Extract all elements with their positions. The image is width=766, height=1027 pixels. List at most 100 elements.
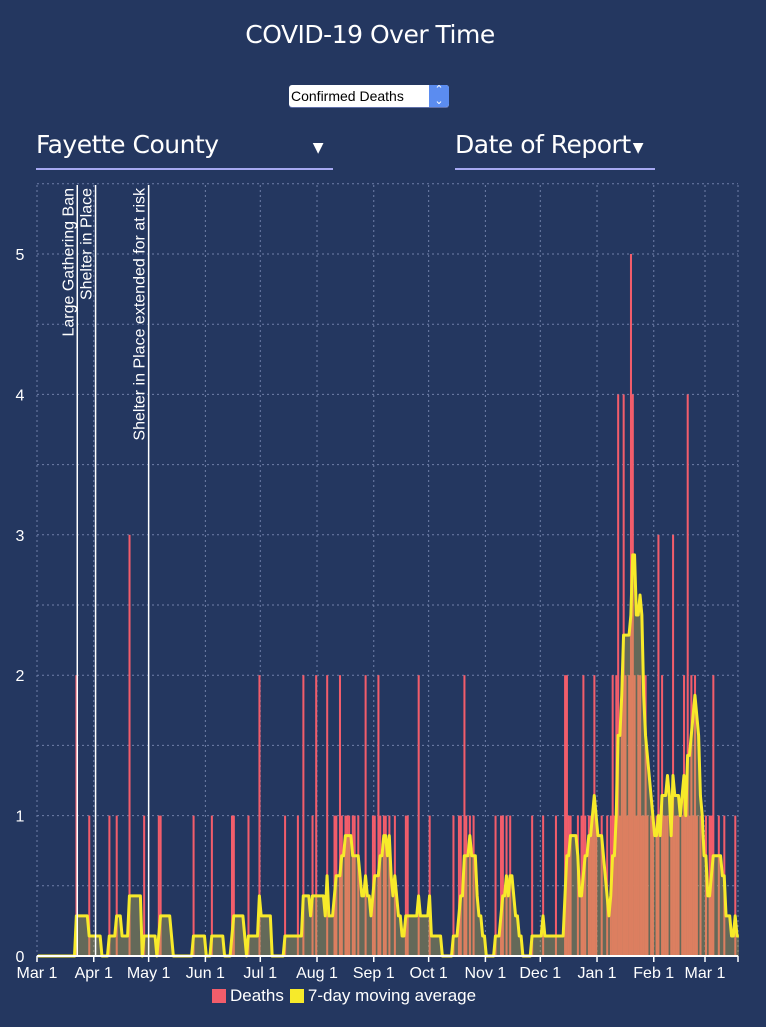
deaths-bar xyxy=(192,815,195,956)
deaths-bar xyxy=(353,815,356,956)
deaths-bar xyxy=(115,815,118,956)
deaths-bar xyxy=(626,815,629,956)
deaths-bar xyxy=(494,815,497,956)
deaths-bar xyxy=(388,815,391,956)
deaths-bar xyxy=(646,815,649,956)
deaths-bar xyxy=(670,815,673,956)
deaths-bar xyxy=(644,675,647,956)
deaths-bar xyxy=(637,675,640,956)
deaths-bar xyxy=(593,675,596,956)
deaths-bar xyxy=(210,815,213,956)
x-tick-label: Jun 1 xyxy=(186,965,225,982)
deaths-bar xyxy=(662,815,665,956)
deaths-bar xyxy=(302,675,305,956)
deaths-bar xyxy=(564,675,567,956)
y-tick-label: 1 xyxy=(16,809,25,826)
x-tick-label: Jul 1 xyxy=(243,965,277,982)
deaths-bar xyxy=(344,815,347,956)
deaths-bar xyxy=(340,815,343,956)
deaths-bar xyxy=(565,675,568,956)
deaths-bar xyxy=(357,815,360,956)
deaths-bar xyxy=(628,675,631,956)
x-tick-label: Feb 1 xyxy=(633,965,674,982)
deaths-bar xyxy=(686,394,689,956)
deaths-bar xyxy=(88,815,91,956)
deaths-bar xyxy=(75,675,78,956)
y-tick-label: 5 xyxy=(16,247,25,264)
deaths-bar xyxy=(624,675,627,956)
county-dropdown-value: Fayette County xyxy=(36,130,219,159)
deaths-bar xyxy=(230,815,234,956)
y-tick-label: 2 xyxy=(16,668,25,685)
legend-label-average: 7-day moving average xyxy=(307,986,477,1005)
x-tick-label: Aug 1 xyxy=(296,965,338,982)
deaths-bar xyxy=(591,815,594,956)
moving-average xyxy=(37,553,739,958)
deaths-bar xyxy=(247,815,250,956)
deaths-bar xyxy=(501,815,504,956)
deaths-bar xyxy=(642,815,645,956)
x-tick-label: May 1 xyxy=(127,965,171,982)
up-down-stepper-icon[interactable]: ⌃ ⌄ xyxy=(429,85,449,107)
deaths-bar xyxy=(417,675,420,956)
deaths-bar xyxy=(617,394,620,956)
deaths-bar xyxy=(655,815,658,956)
deaths-bar xyxy=(620,675,623,956)
county-dropdown[interactable]: Fayette County ▼ xyxy=(36,130,333,170)
deaths-bar xyxy=(143,815,146,956)
deaths-bar xyxy=(651,815,654,956)
date-type-dropdown-value: Date of Report xyxy=(455,130,631,159)
deaths-bar xyxy=(567,815,570,956)
deaths-bar xyxy=(587,815,590,956)
deaths-bar xyxy=(631,394,634,956)
caret-down-icon: ▼ xyxy=(312,140,324,156)
deaths-bar xyxy=(664,815,667,956)
deaths-bar xyxy=(382,815,385,956)
x-tick-label: Oct 1 xyxy=(410,965,448,982)
date-type-dropdown[interactable]: Date of Report ▼ xyxy=(455,130,655,170)
deaths-bar xyxy=(600,815,603,956)
deaths-bar xyxy=(675,815,678,956)
deaths-bar xyxy=(688,815,691,956)
x-tick-label: Apr 1 xyxy=(75,965,113,982)
deaths-bar xyxy=(684,815,687,956)
deaths-bar xyxy=(677,815,680,956)
metric-select-value: Confirmed Deaths xyxy=(291,88,404,104)
x-tick-label: Mar 1 xyxy=(17,965,58,982)
legend-swatch-average xyxy=(289,989,304,1003)
deaths-bar xyxy=(468,815,471,956)
deaths-bar xyxy=(406,815,409,956)
deaths-bar xyxy=(635,815,638,956)
metric-select[interactable]: Confirmed Deaths ⌃ ⌄ xyxy=(289,85,449,107)
deaths-bar xyxy=(128,534,131,956)
deaths-bar xyxy=(157,815,160,956)
deaths-bar xyxy=(232,815,235,956)
y-tick-label: 0 xyxy=(16,949,25,966)
deaths-bar xyxy=(258,675,261,956)
deaths-bar xyxy=(379,815,382,956)
deaths-bar xyxy=(650,815,653,956)
deaths-bar xyxy=(692,815,695,956)
x-tick-label: Dec 1 xyxy=(519,965,561,982)
deaths-bar xyxy=(584,815,587,956)
deaths-bar xyxy=(364,675,367,956)
deaths-bar xyxy=(633,675,636,956)
deaths-bar xyxy=(712,675,715,956)
deaths-bar xyxy=(472,815,475,956)
deaths-bar xyxy=(695,815,698,956)
deaths-bar xyxy=(618,815,622,956)
deaths-bar xyxy=(284,815,287,956)
deaths-bar xyxy=(457,815,460,956)
deaths-bar xyxy=(640,815,643,956)
deaths-bar xyxy=(346,815,349,956)
deaths-bar xyxy=(613,815,616,956)
annotation-label: Shelter in Place xyxy=(79,188,96,300)
deaths-bar xyxy=(465,815,468,956)
moving-average-area xyxy=(37,554,739,956)
deaths-bar xyxy=(672,534,675,956)
deaths-bar xyxy=(673,815,676,956)
deaths-bar xyxy=(404,815,407,956)
deaths-bar xyxy=(639,675,642,956)
deaths-bar xyxy=(569,815,572,956)
